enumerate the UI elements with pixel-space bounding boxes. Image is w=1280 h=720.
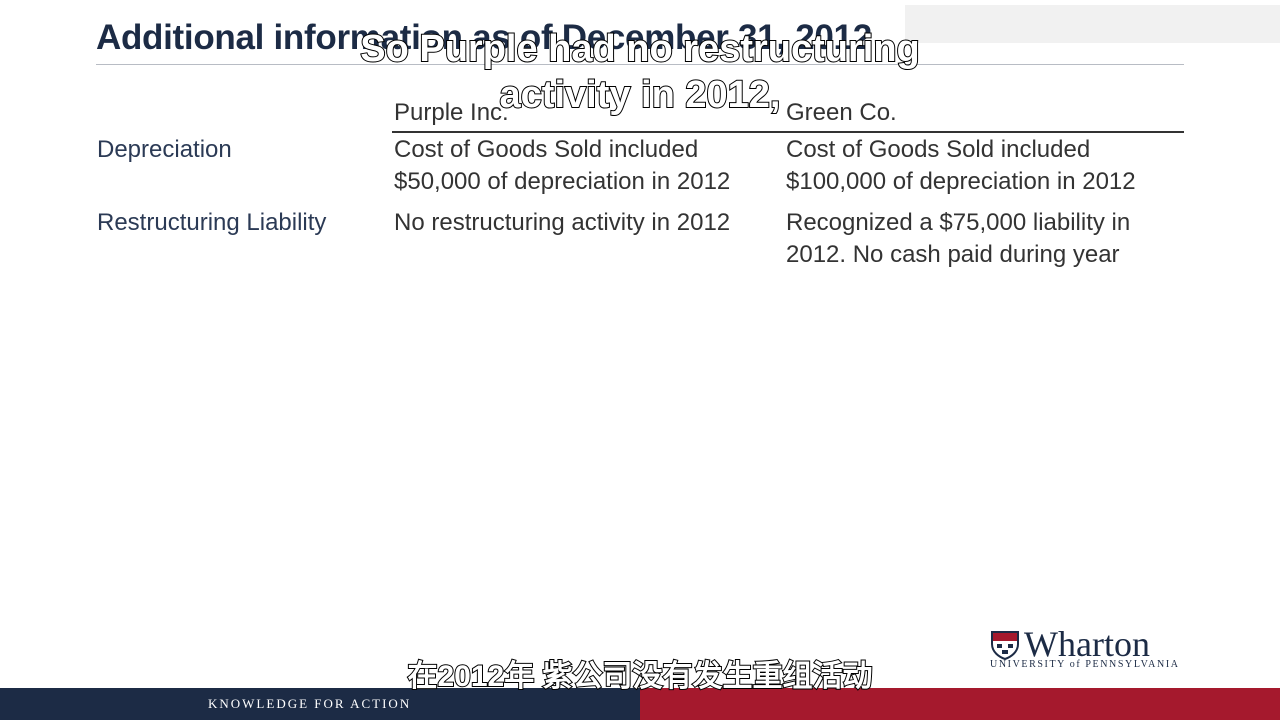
- column-header-purple: Purple Inc.: [394, 99, 509, 126]
- restructuring-purple-line-1: No restructuring activity in 2012: [394, 209, 731, 236]
- subtitle-english-line-2: activity in 2012,: [499, 73, 782, 117]
- subtitle-english-line-1: So Purple had no restructuring: [359, 27, 921, 71]
- title-divider: [96, 64, 1184, 65]
- logo-subtitle: UNIVERSITY of PENNSYLVANIA: [990, 659, 1180, 670]
- row-label-restructuring: Restructuring Liability: [97, 209, 327, 236]
- subtitle-english: So Purple had no restructuring activity …: [0, 26, 1280, 118]
- restructuring-green-line-1: Recognized a $75,000 liability in: [786, 209, 1131, 236]
- footer-tagline: KNOWLEDGE FOR ACTION: [208, 696, 412, 711]
- slide-title: Additional information as of December 31…: [96, 18, 872, 57]
- depreciation-purple-line-2: $50,000 of depreciation in 2012: [394, 168, 731, 195]
- footer-navy-bar: [0, 688, 640, 720]
- depreciation-green-line-2: $100,000 of depreciation in 2012: [786, 168, 1136, 195]
- depreciation-green-line-1: Cost of Goods Sold included: [786, 136, 1091, 163]
- wharton-logo: Wharton UNIVERSITY of PENNSYLVANIA: [986, 624, 1191, 672]
- depreciation-purple-line-1: Cost of Goods Sold included: [394, 136, 699, 163]
- header-divider: [392, 131, 1184, 133]
- corner-gray-strip: [905, 5, 1280, 43]
- subtitle-chinese: 在2012年 紫公司没有发生重组活动: [406, 659, 873, 694]
- restructuring-green-line-2: 2012. No cash paid during year: [786, 241, 1120, 268]
- footer-red-bar: [640, 688, 1280, 720]
- penn-shield-icon: [991, 631, 1019, 660]
- logo-wordmark: Wharton: [1024, 624, 1150, 664]
- row-label-depreciation: Depreciation: [97, 136, 232, 163]
- column-header-green: Green Co.: [786, 99, 897, 126]
